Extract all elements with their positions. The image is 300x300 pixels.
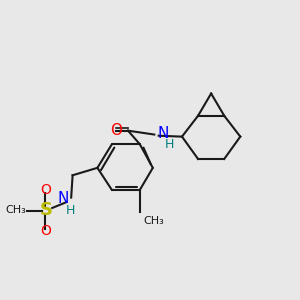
Text: O: O bbox=[110, 123, 122, 138]
Text: N: N bbox=[157, 126, 169, 141]
Text: O: O bbox=[40, 183, 51, 197]
Text: CH₃: CH₃ bbox=[5, 205, 26, 215]
Text: S: S bbox=[39, 201, 52, 219]
Text: N: N bbox=[58, 191, 69, 206]
Text: O: O bbox=[40, 224, 51, 238]
Text: CH₃: CH₃ bbox=[143, 216, 164, 226]
Text: H: H bbox=[66, 203, 75, 217]
Text: H: H bbox=[165, 138, 174, 151]
